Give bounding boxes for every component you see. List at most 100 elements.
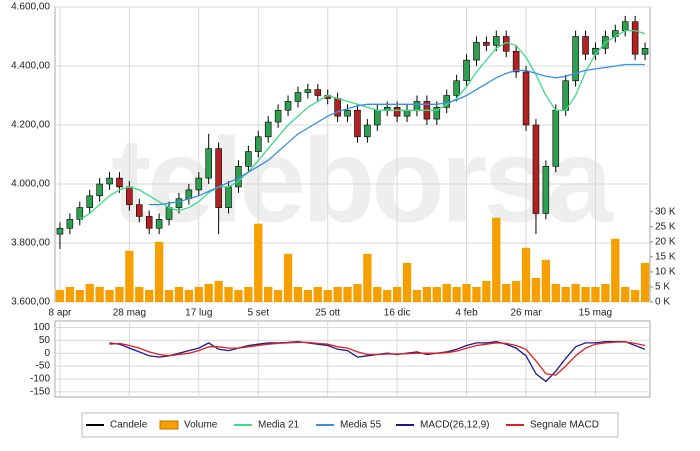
x-tick-label: 26 mar bbox=[510, 308, 542, 319]
candle-body bbox=[344, 109, 351, 117]
candle-body bbox=[364, 124, 371, 138]
volume-bar bbox=[422, 286, 432, 302]
candle-body bbox=[463, 59, 470, 82]
candle-body bbox=[433, 107, 441, 120]
volume-bar bbox=[521, 247, 531, 302]
legend-label: Volume bbox=[184, 420, 218, 431]
volume-bar bbox=[194, 286, 203, 302]
volume-bar bbox=[234, 289, 243, 302]
candle-body bbox=[56, 227, 64, 235]
volume-bar bbox=[115, 286, 124, 302]
legend-label: Candele bbox=[110, 420, 148, 431]
y-tick-label: 4.600,00 bbox=[11, 2, 50, 13]
volume-bar bbox=[224, 286, 233, 302]
candle-body bbox=[542, 166, 550, 214]
volume-bar bbox=[601, 283, 610, 302]
volume-bar bbox=[611, 238, 620, 302]
volume-bar bbox=[244, 286, 253, 302]
candle-body bbox=[245, 151, 252, 167]
candle-body bbox=[145, 216, 153, 229]
volume-bar bbox=[392, 286, 402, 302]
legend-item[interactable]: MACD(26,12,9) bbox=[396, 420, 489, 431]
y2-tick-label: 0 K bbox=[655, 297, 670, 308]
x-tick-label: 4 feb bbox=[455, 308, 478, 319]
legend-item[interactable]: Candele bbox=[86, 420, 148, 431]
candle-body bbox=[453, 80, 460, 96]
candle-body bbox=[185, 189, 193, 200]
y2-tick-label: 15 K bbox=[655, 251, 676, 262]
candle-body bbox=[483, 42, 490, 46]
legend-item[interactable]: Media 55 bbox=[316, 420, 382, 431]
volume-bar bbox=[591, 286, 600, 302]
candle-body bbox=[66, 219, 74, 229]
volume-bar bbox=[55, 289, 65, 302]
candle-body bbox=[274, 109, 282, 123]
y-tick-label: 0 bbox=[44, 348, 50, 359]
volume-bar bbox=[254, 223, 263, 302]
candle-body bbox=[621, 21, 629, 31]
volume-bar bbox=[630, 289, 640, 302]
candle-body bbox=[136, 204, 143, 217]
candle-body bbox=[493, 36, 500, 46]
legend-item[interactable]: Segnale MACD bbox=[506, 420, 599, 431]
candle-body bbox=[294, 92, 302, 102]
macd-line bbox=[109, 341, 646, 376]
candle-body bbox=[225, 186, 232, 208]
volume-bar bbox=[472, 286, 481, 302]
volume-bar bbox=[125, 250, 134, 302]
volume-bar bbox=[502, 283, 511, 302]
x-tick-label: 25 ott bbox=[315, 308, 340, 319]
volume-bar bbox=[145, 289, 154, 302]
candle-body bbox=[631, 21, 639, 55]
candle-body bbox=[552, 109, 560, 167]
candle-body bbox=[255, 136, 262, 152]
y-tick-label: 4.400,00 bbox=[11, 61, 50, 72]
volume-bar bbox=[383, 289, 392, 302]
candle-body bbox=[473, 42, 480, 61]
volume-bar bbox=[452, 286, 461, 302]
legend-label: Segnale MACD bbox=[530, 420, 599, 431]
volume-bar bbox=[214, 280, 223, 302]
candle-body bbox=[195, 177, 203, 191]
candle-body bbox=[205, 148, 212, 179]
legend-item[interactable]: Media 21 bbox=[234, 420, 300, 431]
candle-body bbox=[175, 198, 183, 208]
y-tick-label: 3.800,00 bbox=[11, 238, 50, 249]
volume-bar bbox=[323, 289, 332, 302]
plot-layer: 3.600,00 3.800,00 4.000,00 4.200,00 4.400,00… bbox=[11, 2, 676, 398]
volume-bar bbox=[65, 286, 75, 302]
volume-bar bbox=[313, 286, 322, 302]
candle-body bbox=[264, 121, 272, 138]
x-tick-label: 15 mag bbox=[579, 308, 612, 319]
x-tick-label: 5 set bbox=[247, 308, 269, 319]
candle-body bbox=[106, 177, 113, 185]
candle-body bbox=[96, 183, 103, 197]
volume-bar bbox=[333, 286, 342, 302]
volume-bar bbox=[174, 286, 184, 302]
legend-item[interactable]: Volume bbox=[159, 420, 218, 431]
volume-bar bbox=[541, 259, 551, 302]
legend-label: Media 21 bbox=[258, 420, 300, 431]
candle-body bbox=[641, 47, 649, 55]
candle-body bbox=[572, 36, 579, 82]
candle-body bbox=[155, 219, 163, 229]
y-tick-label: -50 bbox=[36, 361, 51, 372]
y2-tick-label: 25 K bbox=[655, 221, 676, 232]
x-tick-label: 16 dic bbox=[384, 308, 411, 319]
volume-bar bbox=[204, 283, 213, 302]
candle-body bbox=[403, 109, 411, 117]
volume-bar bbox=[640, 262, 650, 302]
candle-body bbox=[284, 101, 292, 111]
volume-bar bbox=[412, 289, 422, 302]
volume-bar bbox=[135, 286, 144, 302]
candle-body bbox=[314, 89, 322, 96]
candle-body bbox=[126, 186, 133, 205]
volume-bar bbox=[85, 283, 94, 302]
candle-body bbox=[76, 207, 84, 220]
volume-bar bbox=[442, 283, 451, 302]
candle-body bbox=[522, 71, 530, 126]
candle-body bbox=[165, 207, 173, 220]
candle-body bbox=[304, 89, 312, 93]
